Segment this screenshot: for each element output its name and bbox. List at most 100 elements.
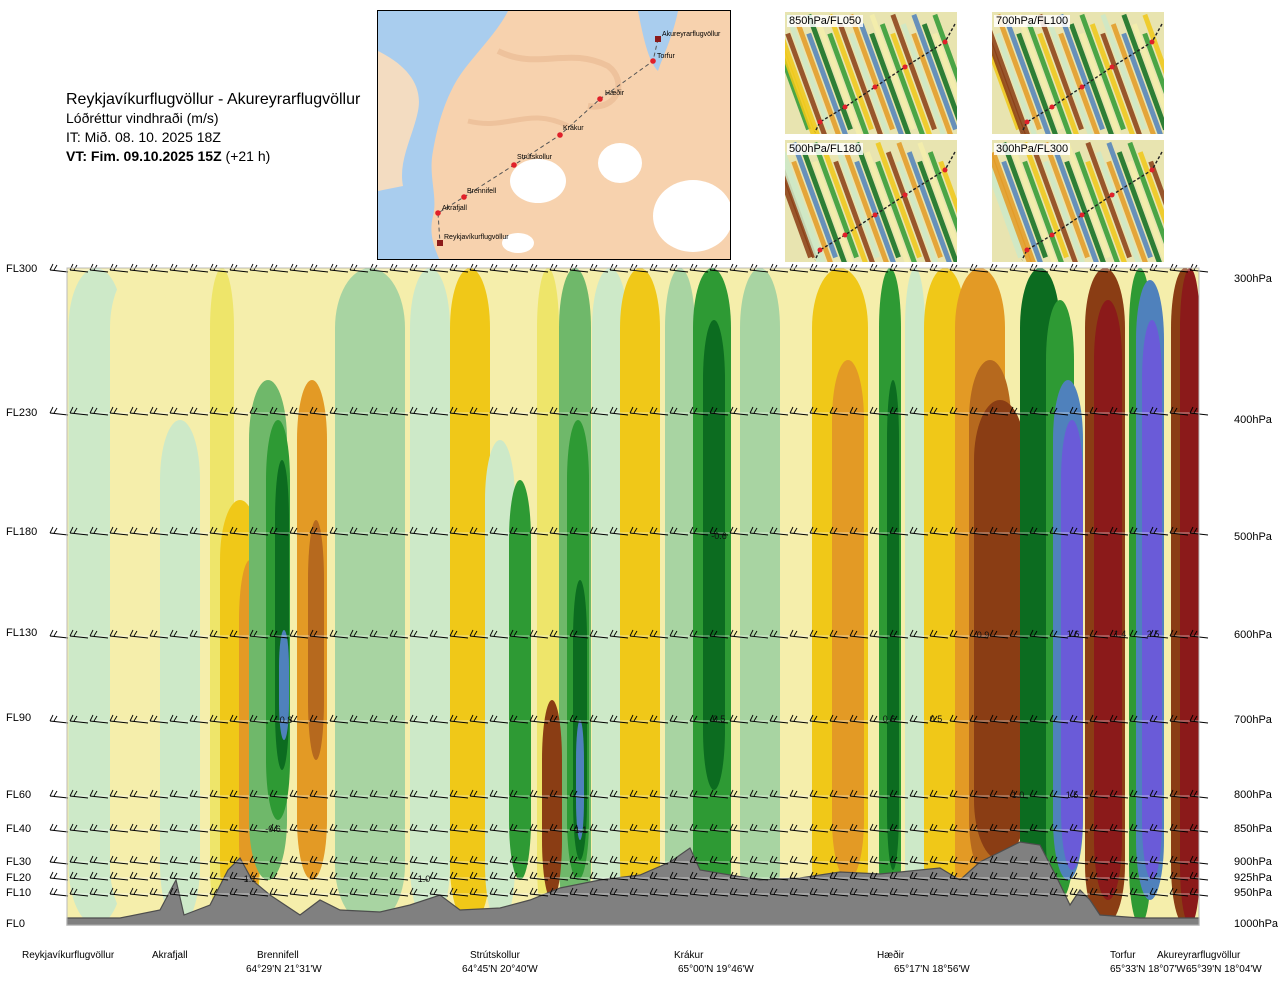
thumb-stripe xyxy=(833,141,880,259)
thumb-stripe xyxy=(992,151,1038,262)
thumb-stripe xyxy=(837,23,885,134)
wind-barb xyxy=(429,789,449,799)
coord-krakur: 65°00'N 19°46'W xyxy=(678,964,754,975)
thumb-stripe xyxy=(1043,160,1090,262)
wind-barb xyxy=(269,526,289,536)
wind-barb xyxy=(69,871,89,881)
wind-barb xyxy=(709,526,729,536)
wind-barb xyxy=(109,855,129,865)
wind-barb xyxy=(329,823,349,833)
waypoint-akureyri: Akureyrarflugvöllur xyxy=(655,31,721,42)
wind-barb xyxy=(609,871,629,881)
map-sea-west xyxy=(378,11,508,259)
contour-label: 1.6 xyxy=(1067,629,1080,639)
wind-barb xyxy=(249,871,269,881)
wind-barb xyxy=(109,406,129,416)
wind-barb xyxy=(1169,629,1189,639)
thumb-stripe xyxy=(1005,23,1053,134)
thumb-waypoint xyxy=(1049,104,1055,110)
wind-barb xyxy=(89,629,109,639)
coord-torfur: 65°33'N 18°07'W xyxy=(1110,964,1186,975)
thumb-stripe xyxy=(854,141,901,259)
wind-barb xyxy=(729,714,749,724)
wind-barb xyxy=(669,526,689,536)
fl-label-7: FL30 xyxy=(6,856,32,868)
thumbnail-300hpa[interactable]: 300hPa/FL300 xyxy=(992,140,1164,262)
wind-barb xyxy=(1029,526,1049,536)
thumbnail-850hpa[interactable]: 850hPa/FL050 xyxy=(785,12,957,134)
thumbnail-500hpa[interactable]: 500hPa/FL180 xyxy=(785,140,957,262)
wind-barb xyxy=(909,406,929,416)
wind-barb xyxy=(1089,789,1109,799)
wind-barb xyxy=(309,871,329,881)
wind-barb xyxy=(189,871,209,881)
thumb-stripe xyxy=(812,160,859,262)
wind-barb xyxy=(369,629,389,639)
thumb-stripe xyxy=(1068,23,1116,134)
wind-barb xyxy=(489,714,509,724)
wind-barb xyxy=(289,887,309,897)
wind-barb xyxy=(549,887,569,897)
wind-barb xyxy=(1169,871,1189,881)
wind-barb xyxy=(389,887,409,897)
wind-barb xyxy=(1149,871,1169,881)
wind-barb xyxy=(149,789,169,799)
wind-barb xyxy=(189,855,209,865)
wind-barb xyxy=(929,526,949,536)
wind-barb xyxy=(189,789,209,799)
wind-barb xyxy=(529,714,549,724)
contour-band xyxy=(665,268,695,925)
wind-barb xyxy=(809,406,829,416)
wind-barb xyxy=(349,823,369,833)
wind-barb xyxy=(1009,871,1029,881)
wind-barb xyxy=(149,855,169,865)
wind-barb xyxy=(1069,855,1089,865)
hpa-label-10: 1000hPa xyxy=(1234,918,1279,930)
wind-barb xyxy=(889,526,909,536)
wind-barb xyxy=(829,855,849,865)
contour-band xyxy=(542,700,562,900)
station-akureyri: Akureyrarflugvöllur xyxy=(1157,950,1241,961)
station-reykjavik: Reykjavíkurflugvöllur xyxy=(22,950,115,961)
coord-brennifell: 64°29'N 21°31'W xyxy=(246,964,322,975)
wind-barb xyxy=(769,629,789,639)
wind-barb xyxy=(889,887,909,897)
contour-band xyxy=(450,268,490,925)
wind-barb xyxy=(449,855,469,865)
wind-barb xyxy=(589,855,609,865)
wind-barb xyxy=(109,629,129,639)
thumb-waypoint xyxy=(872,212,878,218)
wind-barb xyxy=(429,406,449,416)
wind-barb xyxy=(429,714,449,724)
fl-label-2: FL180 xyxy=(6,526,38,538)
thumb-waypoint xyxy=(1149,167,1155,173)
fl-label-1: FL230 xyxy=(6,407,38,419)
thumbnail-700hpa[interactable]: 700hPa/FL100 xyxy=(992,12,1164,134)
wind-barb xyxy=(509,871,529,881)
thumb-stripe xyxy=(822,151,870,262)
wind-barb xyxy=(929,789,949,799)
wind-barb xyxy=(469,871,489,881)
waypoint-brennifell-marker xyxy=(461,194,467,200)
thumb-stripe xyxy=(1095,151,1143,262)
wind-barb xyxy=(629,855,649,865)
wind-barb xyxy=(789,406,809,416)
wind-barb xyxy=(329,855,349,865)
wind-barb xyxy=(329,406,349,416)
wind-barb xyxy=(169,714,189,724)
wind-barb xyxy=(749,526,769,536)
contour-label: 1.4 xyxy=(1114,629,1127,639)
wind-barb xyxy=(649,887,669,897)
issue-time: IT: Mið. 08. 10. 2025 18Z xyxy=(66,129,221,145)
thumbnail-700hpa-svg xyxy=(992,12,1164,134)
wind-barb xyxy=(449,789,469,799)
wind-barb xyxy=(1169,526,1189,536)
wind-barb xyxy=(829,789,849,799)
station-akrafjall: Akrafjall xyxy=(152,950,188,961)
wind-barb xyxy=(1009,406,1029,416)
wind-barb xyxy=(869,526,889,536)
hpa-label-8: 925hPa xyxy=(1234,872,1272,884)
wind-barb xyxy=(889,406,909,416)
wind-barb xyxy=(569,714,589,724)
wind-barb xyxy=(629,789,649,799)
